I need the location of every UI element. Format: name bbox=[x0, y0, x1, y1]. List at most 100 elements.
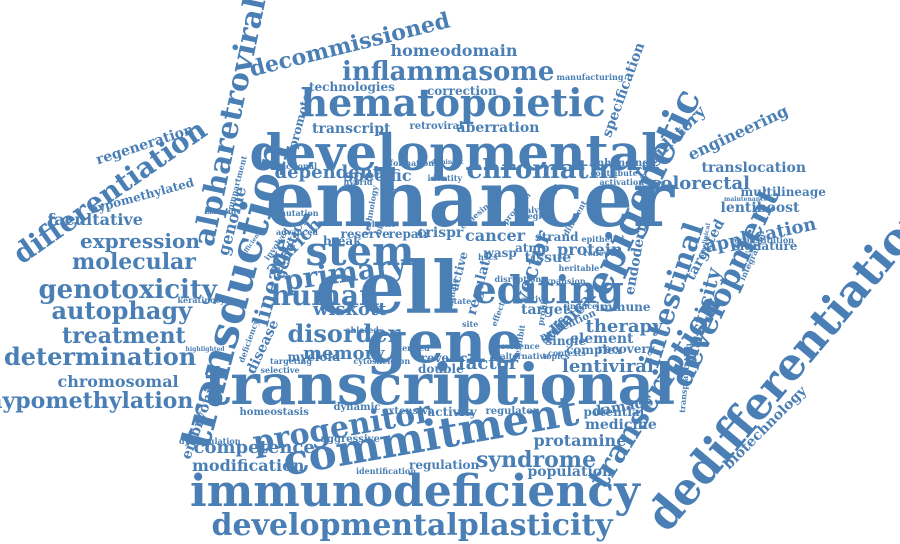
cloud-word: repair bbox=[388, 227, 430, 241]
cloud-word: keratinocytes bbox=[177, 295, 239, 305]
cloud-word: ablated bbox=[345, 325, 379, 335]
cloud-word: derived bbox=[396, 343, 430, 353]
cloud-word: stem bbox=[305, 228, 415, 275]
cloud-word: aberration bbox=[456, 120, 540, 136]
cloud-word: expansion bbox=[540, 276, 586, 286]
cloud-word: homeodomain bbox=[390, 41, 518, 60]
cloud-word: extensive bbox=[382, 406, 435, 417]
cloud-word: induce bbox=[567, 301, 598, 311]
cloud-word: multilineage bbox=[740, 185, 826, 199]
cloud-word: cell bbox=[315, 245, 460, 330]
cloud-word: region bbox=[523, 211, 553, 221]
cloud-word: syndrome bbox=[476, 447, 597, 473]
cloud-word: factor bbox=[458, 353, 519, 374]
cloud-word: homeostasis bbox=[239, 407, 309, 418]
cloud-word: activity bbox=[427, 405, 477, 419]
cloud-word: reconstitution bbox=[730, 235, 794, 245]
cloud-word: strand bbox=[535, 230, 579, 244]
cloud-word: enhancer bbox=[265, 154, 675, 245]
cloud-word: transcript bbox=[312, 121, 391, 137]
cloud-word: crispr bbox=[417, 225, 464, 241]
cloud-word: regulator bbox=[485, 406, 539, 417]
cloud-word: population bbox=[527, 464, 613, 480]
cloud-word: element bbox=[570, 331, 634, 347]
cloud-word: functional bbox=[271, 161, 318, 171]
cloud-word: renewal bbox=[583, 248, 619, 258]
cloud-word: activation bbox=[599, 177, 645, 187]
cloud-word: recovery bbox=[597, 342, 655, 356]
cloud-word: lentiboost bbox=[720, 200, 800, 216]
cloud-word: reveal bbox=[420, 351, 462, 365]
cloud-word: determination bbox=[4, 342, 197, 371]
cloud-word: hybrid bbox=[343, 177, 373, 187]
cloud-word: competence bbox=[193, 437, 315, 458]
cloud-word: dysregulation bbox=[179, 436, 241, 446]
cloud-word: potential bbox=[583, 405, 645, 419]
cloud-word: medicine bbox=[585, 417, 657, 433]
cloud-word: manufacturing bbox=[556, 72, 624, 82]
cloud-word: lentiviral bbox=[562, 356, 654, 377]
cloud-word: state bbox=[449, 296, 472, 306]
cloud-word: immune bbox=[595, 300, 651, 314]
cloud-word: molecular bbox=[72, 249, 196, 275]
cloud-word: disruption bbox=[494, 274, 542, 284]
cloud-word: dominant bbox=[431, 159, 464, 166]
cloud-word: aggressive bbox=[320, 434, 380, 445]
cloud-word: formation bbox=[389, 158, 435, 168]
cloud-word: developmental bbox=[249, 123, 661, 182]
cloud-word: myeloid bbox=[287, 350, 341, 364]
cloud-word: wasp bbox=[483, 246, 517, 260]
cloud-word: inactive bbox=[512, 294, 548, 304]
cloud-word: protein bbox=[557, 240, 623, 259]
cloud-word: tissue bbox=[524, 250, 572, 266]
cloud-word: maintenance bbox=[724, 196, 768, 203]
cloud-word: modification bbox=[192, 456, 305, 475]
cloud-word: genotoxicity bbox=[38, 275, 218, 305]
cloud-word: selective bbox=[260, 365, 300, 375]
cloud-word: hematopoietic bbox=[300, 80, 606, 125]
cloud-word: break bbox=[323, 234, 362, 248]
cloud-word: epithelial bbox=[581, 234, 625, 244]
cloud-word: mutation bbox=[277, 208, 319, 218]
cloud-word: highlighted bbox=[185, 346, 225, 353]
cloud-word: transcriptional bbox=[204, 352, 676, 418]
cloud-word: editing bbox=[472, 267, 624, 312]
cloud-word: developmentalplasticity bbox=[211, 508, 613, 543]
cloud-word: inflammasome bbox=[342, 57, 555, 87]
cloud-word: colorectal bbox=[649, 173, 751, 194]
cloud-word: plastic bbox=[366, 219, 396, 229]
cloud-word: cancer bbox=[465, 226, 526, 245]
cloud-word: alternative bbox=[500, 351, 550, 361]
cloud-word: facultative bbox=[47, 210, 143, 229]
cloud-word: single bbox=[545, 334, 587, 348]
cloud-word: therapy bbox=[585, 316, 663, 337]
cloud-word: topics bbox=[542, 351, 570, 361]
cloud-word: gene bbox=[366, 308, 524, 376]
cloud-word: memory bbox=[303, 343, 385, 364]
cloud-word: translocation bbox=[701, 160, 807, 176]
cloud-word: specific bbox=[344, 166, 412, 185]
cloud-word: hypomethylation bbox=[0, 388, 194, 414]
cloud-word: human bbox=[270, 279, 380, 312]
cloud-word: chromatin bbox=[466, 155, 618, 185]
cloud-word: advanced bbox=[276, 227, 318, 237]
cloud-word: site bbox=[462, 319, 479, 329]
cloud-word: contexts bbox=[548, 348, 586, 358]
cloud-word: hscs bbox=[478, 252, 498, 262]
cloud-word: dependent bbox=[274, 162, 382, 183]
cloud-word: identification bbox=[356, 466, 417, 476]
cloud-word: reserve bbox=[340, 227, 390, 241]
cloud-word: dynamic bbox=[333, 402, 381, 413]
cloud-word: retroviral bbox=[409, 121, 463, 132]
cloud-word: double bbox=[418, 362, 464, 376]
cloud-word: identity bbox=[427, 173, 463, 183]
cloud-word: treatment bbox=[62, 323, 186, 349]
cloud-word: disorder bbox=[287, 319, 401, 348]
cloud-word: expression bbox=[80, 229, 200, 253]
cloud-word: atmp bbox=[515, 241, 550, 255]
cloud-word: regulation bbox=[409, 458, 480, 472]
cloud-word: contribute bbox=[590, 168, 638, 178]
cloud-word: evidence bbox=[500, 341, 540, 351]
cloud-word: immunodeficiency bbox=[190, 466, 640, 517]
